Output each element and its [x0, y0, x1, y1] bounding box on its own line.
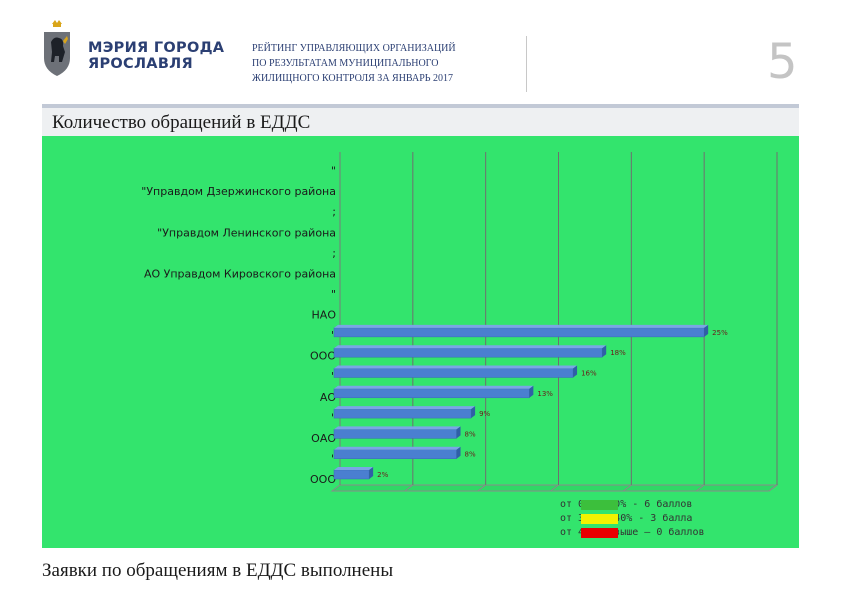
data-label: 25%: [712, 329, 728, 337]
data-label: 8%: [465, 430, 476, 438]
legend-item: от 30 до 40% - 3 балла: [560, 512, 705, 526]
footer-text: Заявки по обращениям в ЕДДС выполнены: [42, 560, 394, 581]
bar: [333, 324, 709, 338]
gridline: [550, 484, 559, 492]
legend-item: от 0 до 30% - 6 баллов: [560, 498, 705, 512]
report-title-line1: РЕЙТИНГ УПРАВЛЯЮЩИХ ОРГАНИЗАЦИЙ: [252, 43, 456, 54]
header-rule: [42, 104, 799, 108]
bar: [333, 365, 578, 378]
data-label: 13%: [537, 390, 553, 398]
gridline: [695, 484, 705, 492]
report-title-line2: ПО РЕЗУЛЬТАТАМ МУНИЦИПАЛЬНОГО: [252, 58, 439, 69]
gridline: [623, 484, 632, 492]
report-title-line3: ЖИЛИЩНОГО КОНТРОЛЯ ЗА ЯНВАРЬ 2017: [252, 73, 453, 84]
category-label: ООО: [310, 350, 336, 363]
legend-swatch: [581, 500, 618, 510]
bar: [333, 345, 607, 358]
org-name-line2: ЯРОСЛАВЛЯ: [88, 56, 193, 72]
org-name: МЭРИЯ ГОРОДА ЯРОСЛАВЛЯ: [88, 40, 224, 72]
category-label: ": [331, 411, 336, 424]
category-label: НАО: [312, 309, 337, 322]
category-label: АО Управдом Кировского района: [144, 267, 336, 280]
category-label: ООО: [310, 473, 336, 486]
page-number: 5: [767, 34, 798, 90]
bar: [333, 467, 374, 480]
header-divider: [526, 36, 527, 92]
category-label: ": [331, 370, 336, 383]
legend-swatch: [581, 528, 618, 538]
gridline: [404, 484, 414, 492]
category-label: ": [331, 165, 336, 178]
yaroslavl-coat-of-arms-icon: [44, 20, 70, 76]
gridline: [768, 484, 778, 492]
category-label: "Управдом Дзержинского района: [141, 185, 336, 198]
category-label: ": [331, 452, 336, 465]
data-label: 2%: [377, 471, 388, 479]
category-label: ": [331, 329, 336, 342]
category-label: ;: [332, 247, 336, 260]
section-title: Количество обращений в ЕДДС: [52, 112, 311, 133]
data-label: 8%: [465, 451, 476, 459]
category-label: ОАО: [311, 432, 336, 445]
category-label: АО: [320, 391, 337, 404]
legend-item-label: от 0 до 30% - 6 баллов: [560, 499, 693, 510]
data-label: 18%: [610, 349, 626, 357]
chart-area: ООО " ОАО " АО " ООО " НАО " АО Управдом Кировског…: [42, 136, 799, 548]
gridline: [477, 484, 486, 492]
legend-swatch: [581, 514, 618, 524]
legend-item-label: от 30 до 40% - 3 балла: [560, 513, 693, 524]
org-name-line1: МЭРИЯ ГОРОДА: [88, 40, 225, 56]
bar: [333, 406, 476, 419]
bar: [333, 426, 461, 439]
data-label: 16%: [581, 370, 597, 378]
bar: [333, 446, 461, 459]
category-label: "Управдом Ленинского района: [157, 226, 336, 239]
category-label: ;: [332, 206, 336, 219]
legend-item: от 40% и выше – 0 баллов: [560, 526, 705, 540]
category-label: ": [331, 288, 336, 301]
chart-legend: от 0 до 30% - 6 баллов от 30 до 40% - 3 б…: [560, 498, 705, 540]
bar-chart: ООО " ОАО " АО " ООО " НАО " АО Управдом Кировског…: [141, 152, 779, 492]
legend-item-label: от 40% и выше – 0 баллов: [560, 527, 705, 538]
report-title: РЕЙТИНГ УПРАВЛЯЮЩИХ ОРГАНИЗАЦИЙ ПО РЕЗУЛ…: [252, 41, 456, 86]
bar: [333, 385, 534, 399]
data-label: 9%: [479, 410, 490, 418]
